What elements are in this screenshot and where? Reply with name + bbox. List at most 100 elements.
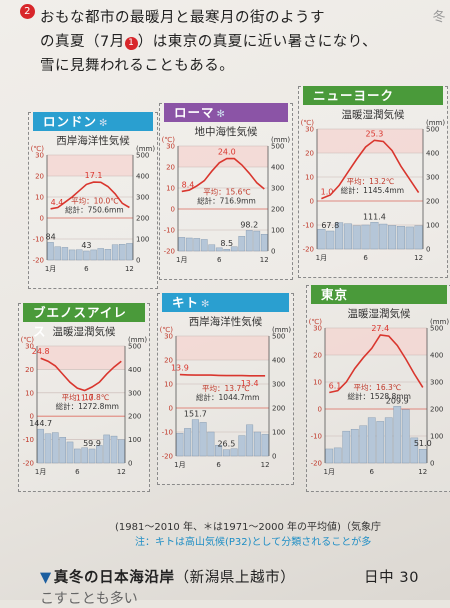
precip-bar [81, 447, 88, 464]
month-label: 12 [418, 468, 427, 476]
precip-tick-label: 500 [271, 143, 284, 151]
triangle-marker-icon: ▼ [40, 570, 52, 586]
month-label: 12 [414, 254, 423, 262]
temp-tick-label: 0 [171, 206, 175, 214]
city-name: ニューヨーク [313, 88, 395, 103]
precip-tick-label: 400 [128, 366, 141, 374]
min-precip-label: 67.8 [321, 221, 339, 230]
precip-bar [230, 448, 238, 457]
precip-bar [178, 237, 186, 252]
precip-tick-label: 100 [136, 236, 149, 244]
precip-bar [118, 439, 125, 464]
intro-line-1: おもな都市の最暖月と最寒月の街のようす [40, 10, 325, 26]
month-label: 12 [261, 461, 270, 469]
precip-bar [379, 223, 388, 250]
total-precip-label: 総計：1272.8mm [56, 401, 119, 411]
precip-bar [246, 424, 254, 457]
precip-bar [352, 225, 361, 250]
temp-tick-label: -20 [311, 460, 322, 468]
min-temp-label: 11.0 [76, 393, 94, 402]
temp-tick-label: 0 [169, 405, 173, 413]
precip-tick-label: 500 [136, 152, 149, 160]
precip-unit-label: (mm) [136, 145, 155, 153]
hot-zone-band [178, 146, 268, 167]
precip-bar [126, 243, 133, 261]
temp-tick-label: 10 [35, 194, 44, 202]
month-label: 1月 [174, 461, 185, 469]
temp-tick-label: 20 [313, 352, 322, 360]
precip-bar [384, 417, 393, 464]
source-note: (1981～2010 年、＊は1971～2000 年の平均値)（気象庁 [115, 522, 381, 533]
temp-unit-label: (℃) [160, 326, 174, 334]
precip-bar [90, 249, 97, 261]
city-name-header: ニューヨーク [303, 86, 443, 105]
precip-bar [83, 250, 90, 261]
asterisk-icon: ✻ [201, 299, 211, 310]
temp-tick-label: -20 [23, 460, 34, 468]
temp-tick-label: -10 [303, 222, 314, 230]
precip-bar [253, 230, 261, 252]
city-name: ブエノスアイレス [33, 305, 127, 339]
precip-bar [361, 224, 370, 250]
precip-bar [191, 419, 199, 457]
precip-bar [184, 428, 192, 457]
precip-tick-label: 0 [128, 460, 132, 468]
precip-bar [61, 247, 69, 261]
intro-side-fragment: 冬 [432, 10, 446, 25]
temp-tick-label: 0 [40, 215, 44, 223]
temp-tick-label: 30 [35, 152, 44, 160]
temp-tick-label: 30 [166, 143, 175, 151]
min-temp-label: 8.4 [182, 180, 195, 189]
precip-bar [222, 449, 230, 457]
temp-tick-label: 30 [313, 325, 322, 333]
precip-bar [317, 229, 326, 250]
cut-off-text: こすことも多い [40, 591, 138, 607]
precip-bar [193, 238, 201, 252]
precip-bar [261, 434, 269, 457]
city-name: キト [172, 295, 200, 310]
temperature-line [50, 181, 130, 210]
precip-bar [176, 432, 184, 457]
min-temp-label: 4.4 [51, 198, 64, 207]
month-label: 1月 [316, 254, 327, 262]
precip-unit-label: (mm) [271, 136, 290, 144]
section-tail-text: 日中 30 [364, 570, 420, 586]
month-label: 1月 [176, 256, 187, 264]
max-precip-label: 151.7 [184, 410, 207, 419]
precip-bar [37, 428, 44, 464]
precip-bar [325, 448, 334, 464]
precip-bar [52, 432, 59, 464]
precip-bar [76, 249, 83, 261]
temp-unit-label: (℃) [162, 136, 176, 144]
temp-tick-label: 20 [35, 173, 44, 181]
temp-tick-label: -10 [311, 433, 322, 441]
temp-tick-label: -20 [164, 248, 175, 256]
hot-zone-band [47, 155, 133, 176]
total-precip-label: 総計：1528.8mm [348, 391, 411, 401]
min-temp-label: 13.4 [241, 379, 259, 388]
temperature-line [181, 157, 265, 193]
precip-tick-label: 100 [426, 222, 439, 230]
temp-unit-label: (℃) [301, 119, 315, 127]
temp-unit-label: (℃) [309, 318, 323, 326]
month-label: 6 [363, 254, 368, 262]
precip-tick-label: 0 [426, 246, 430, 254]
precip-bar [376, 421, 385, 464]
temp-tick-label: 0 [318, 406, 322, 414]
min-precip-label: 43 [81, 241, 91, 250]
precip-tick-label: 100 [271, 227, 284, 235]
precip-tick-label: 100 [128, 436, 141, 444]
max-temp-label: 17.1 [85, 171, 103, 180]
climate-type: 温暖湿潤気候 [52, 326, 116, 338]
avg-temp-label: 平均：17.8℃ [62, 392, 110, 402]
month-label: 6 [370, 468, 375, 476]
temp-tick-label: 10 [313, 379, 322, 387]
precip-tick-label: 200 [271, 206, 284, 214]
max-temp-label: 25.3 [366, 129, 384, 138]
precip-tick-label: 200 [128, 413, 141, 421]
climate-type: 西岸海洋性気候 [188, 316, 263, 328]
temp-unit-label: (℃) [31, 145, 45, 153]
